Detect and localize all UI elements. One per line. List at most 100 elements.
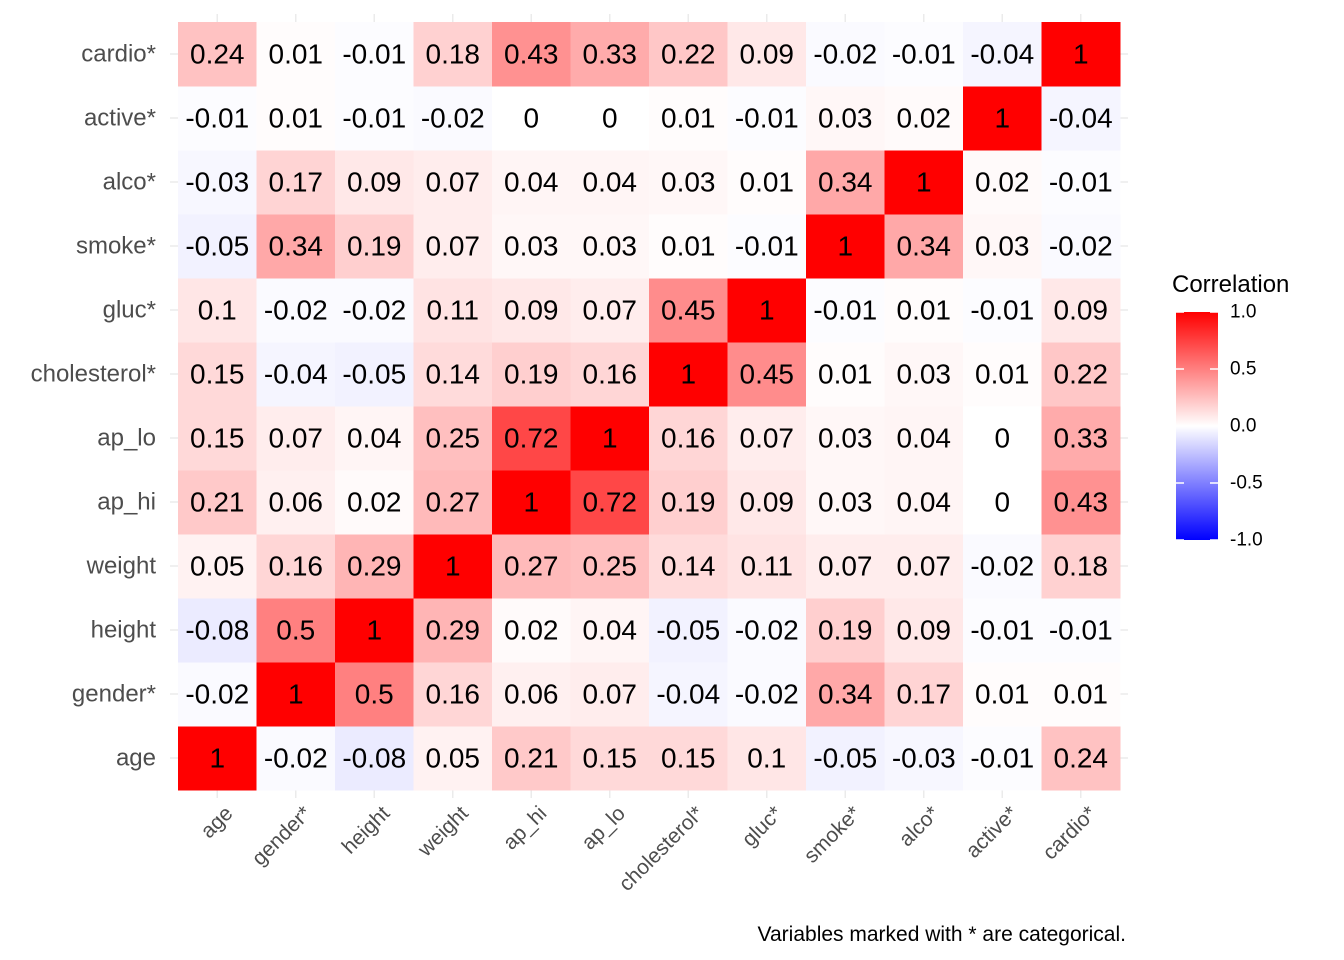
heatmap-cell	[492, 278, 571, 343]
cell-value-label: 0	[602, 103, 618, 134]
heatmap-cell	[335, 150, 414, 215]
cell-value-label: 1	[602, 423, 618, 454]
cell-value-label: 1	[366, 615, 382, 646]
x-tick-label: ap_hi	[499, 802, 552, 855]
heatmap-cell	[178, 662, 257, 727]
heatmap-cell	[884, 662, 964, 727]
heatmap-cell	[806, 662, 885, 727]
cell-value-label: -0.01	[970, 743, 1034, 774]
heatmap-cell	[492, 470, 571, 535]
heatmap-cell	[884, 406, 964, 471]
heatmap-cell	[256, 598, 336, 663]
cell-value-label: 0.07	[740, 423, 795, 454]
cell-value-label: 0.04	[583, 615, 638, 646]
heatmap-cell	[727, 534, 807, 599]
heatmap-cell	[256, 726, 336, 791]
cell-value-label: 0.02	[897, 103, 952, 134]
heatmap-cell	[649, 150, 728, 215]
heatmap-cell	[806, 214, 885, 279]
y-tick-label: alco*	[103, 169, 156, 196]
cell-value-label: -0.01	[735, 231, 799, 262]
heatmap-cell	[727, 470, 807, 535]
cell-value-label: 0.14	[426, 359, 481, 390]
y-tick-label: height	[91, 617, 157, 644]
heatmap-cell	[1041, 278, 1121, 343]
cell-value-label: 1	[680, 359, 696, 390]
heatmap-cell	[963, 150, 1042, 215]
cell-value-label: 0.1	[747, 743, 786, 774]
cell-value-label: 1	[1073, 39, 1089, 70]
cell-value-label: 0.19	[504, 359, 559, 390]
x-tick-label: smoke*	[800, 802, 866, 868]
heatmap-cell	[492, 662, 571, 727]
heatmap-cell	[178, 534, 257, 599]
heatmap-cell	[335, 278, 414, 343]
heatmap-cell	[727, 22, 807, 87]
heatmap-cell	[413, 342, 493, 407]
heatmap-cell	[256, 150, 336, 215]
heatmap-cell	[492, 598, 571, 663]
heatmap-cell	[335, 470, 414, 535]
heatmap-cell	[178, 150, 257, 215]
cell-value-label: 0.01	[975, 359, 1030, 390]
cell-value-label: 0.02	[347, 487, 402, 518]
cell-value-label: 0.27	[426, 487, 481, 518]
heatmap-cell	[256, 214, 336, 279]
cell-value-label: 0.01	[269, 103, 324, 134]
heatmap-cell	[884, 278, 964, 343]
cell-value-label: -0.02	[264, 295, 328, 326]
heatmap-cell	[963, 406, 1042, 471]
cell-value-label: -0.01	[342, 103, 406, 134]
cell-value-label: 0.22	[1054, 359, 1109, 390]
heatmap-cell	[492, 534, 571, 599]
heatmap-cell	[413, 278, 493, 343]
heatmap-cell	[492, 150, 571, 215]
heatmap-cell	[413, 534, 493, 599]
cell-value-label: 0	[994, 487, 1010, 518]
cell-value-label: 0.5	[355, 679, 394, 710]
cell-value-label: 0.07	[583, 679, 638, 710]
cell-value-label: 0.43	[504, 39, 559, 70]
cell-value-label: 0.15	[190, 359, 245, 390]
cell-value-label: 0.01	[897, 295, 952, 326]
x-tick-label: age	[196, 802, 237, 843]
heatmap-cell	[884, 150, 964, 215]
heatmap-cell	[649, 22, 728, 87]
cell-value-label: -0.02	[185, 679, 249, 710]
heatmap-cell	[335, 406, 414, 471]
cell-value-label: -0.04	[264, 359, 328, 390]
heatmap-cell	[492, 22, 571, 87]
cell-value-label: 0.03	[504, 231, 559, 262]
cell-value-label: 0.72	[583, 487, 638, 518]
x-tick-label: gender*	[248, 802, 316, 870]
cell-value-label: 0.15	[190, 423, 245, 454]
cell-value-label: 0.29	[347, 551, 402, 582]
heatmap-cell	[884, 342, 964, 407]
cell-value-label: 0.01	[818, 359, 873, 390]
heatmap-cell	[806, 342, 885, 407]
cell-value-label: 0.07	[818, 551, 873, 582]
cell-value-label: 0.34	[818, 679, 873, 710]
heatmap-cell	[1041, 598, 1121, 663]
legend-title: Correlation	[1172, 271, 1289, 298]
cell-value-label: -0.01	[1049, 615, 1113, 646]
cell-value-label: 0.15	[661, 743, 716, 774]
cell-value-label: -0.05	[185, 231, 249, 262]
cell-value-label: 0.45	[740, 359, 795, 390]
cell-value-label: -0.01	[892, 39, 956, 70]
cell-value-label: 0.11	[427, 295, 479, 326]
heatmap-cell	[413, 22, 493, 87]
cell-value-label: 0.03	[661, 167, 716, 198]
cell-value-label: 0.07	[897, 551, 952, 582]
heatmap-cell	[727, 278, 807, 343]
heatmap-cell	[963, 86, 1042, 151]
heatmap-cell	[570, 470, 650, 535]
cell-value-label: 0.33	[1054, 423, 1109, 454]
x-tick-label: gluc*	[738, 802, 787, 851]
y-tick-label: gluc*	[103, 297, 156, 324]
cell-value-label: 0.21	[190, 487, 245, 518]
legend-tick-label: 0.5	[1230, 359, 1256, 380]
heatmap-cell	[649, 470, 728, 535]
cell-value-label: 0.72	[504, 423, 559, 454]
